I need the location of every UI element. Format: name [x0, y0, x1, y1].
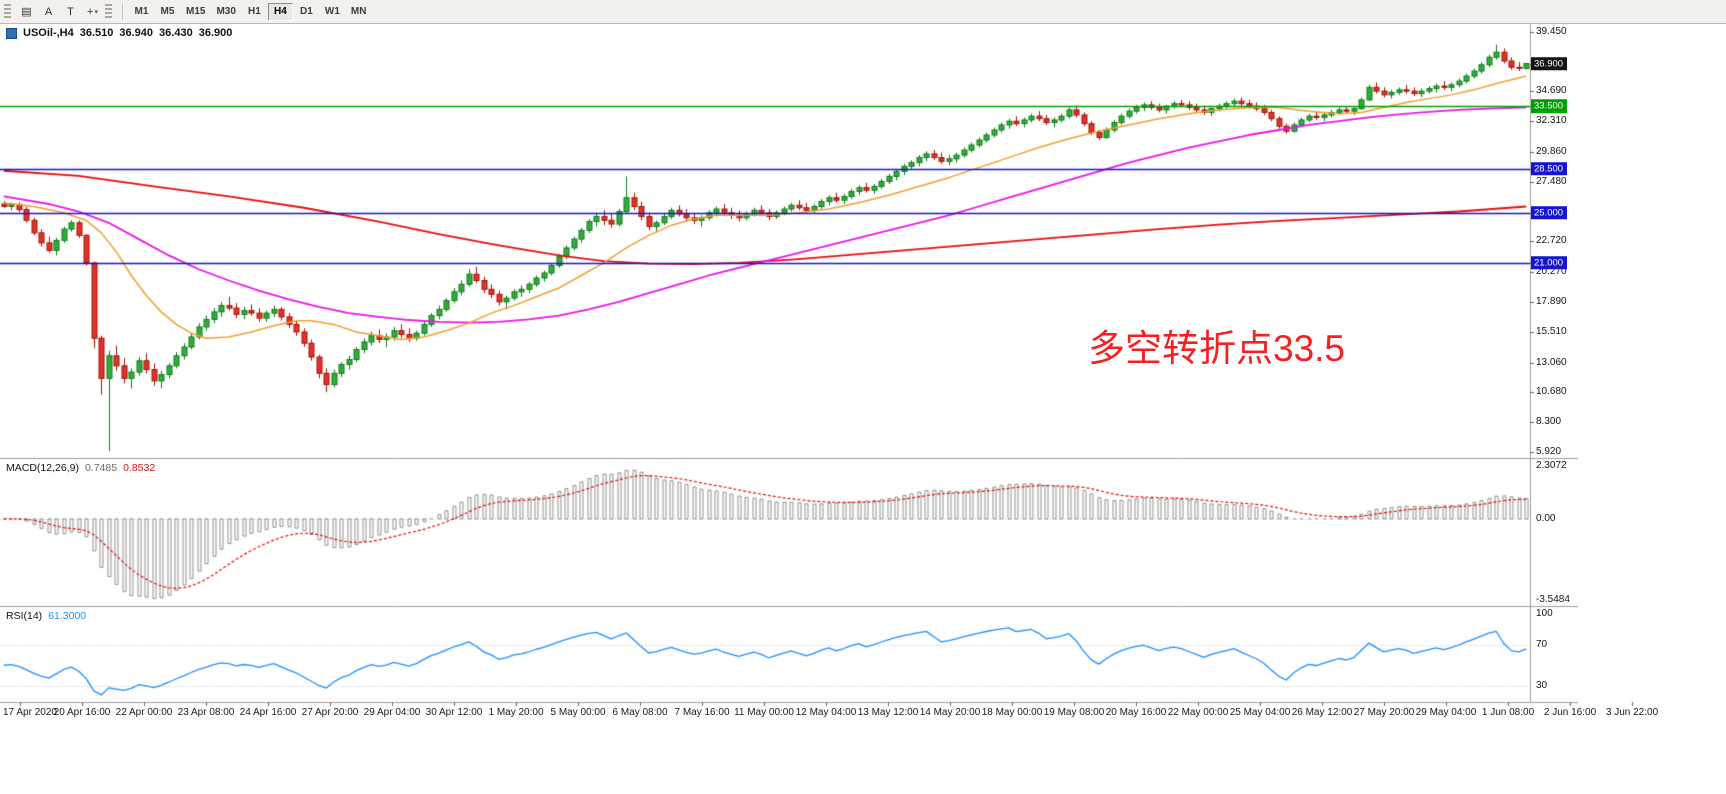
crosshair-tool-dropdown[interactable]: + ▾ [82, 2, 103, 21]
toolbar-grip-2[interactable] [105, 3, 112, 20]
annotations-button[interactable]: A [38, 2, 59, 21]
timeframe-button-M15[interactable]: M15 [181, 3, 210, 21]
macd-signal-value: 0.8532 [123, 462, 156, 474]
toolbar-divider [122, 3, 123, 20]
symbol-period-label: USOil-,H4 [23, 27, 74, 39]
chart-text-annotation[interactable]: 多空转折点33.5 [1088, 328, 1346, 369]
chart-symbol-icon [6, 27, 17, 39]
timeframe-group: M1 M5 M15 M30 H1 H4 D1 W1 MN [129, 2, 372, 21]
close-value: 36.900 [198, 27, 233, 39]
tool-button-group: ▤ A T + ▾ [16, 2, 103, 21]
macd-main-value: 0.7485 [84, 462, 118, 474]
timeframe-button-M30[interactable]: M30 [211, 3, 240, 21]
chart-title-bar: USOil-,H4 36.510 36.940 36.430 36.900 [6, 27, 232, 39]
toolbar-grip[interactable] [4, 3, 11, 20]
timeframe-button-MN[interactable]: MN [346, 3, 372, 21]
timeframe-button-M1[interactable]: M1 [129, 3, 154, 21]
timeframe-button-D1[interactable]: D1 [294, 3, 319, 21]
macd-name: MACD(12,26,9) [6, 462, 79, 474]
chart-view-button[interactable]: ▤ [16, 2, 37, 21]
low-value: 36.430 [159, 27, 193, 39]
macd-indicator-label: MACD(12,26,9) 0.7485 0.8532 [6, 462, 155, 474]
rsi-indicator-label: RSI(14) 61.3000 [6, 610, 86, 622]
timeframe-button-M5[interactable]: M5 [155, 3, 180, 21]
text-tool-button[interactable]: T [60, 2, 81, 21]
rsi-value: 61.3000 [48, 610, 87, 622]
timeframe-button-W1[interactable]: W1 [320, 3, 345, 21]
open-value: 36.510 [79, 27, 114, 39]
timeframe-button-H4[interactable]: H4 [267, 2, 293, 21]
high-value: 36.940 [119, 27, 154, 39]
timeframe-button-H1[interactable]: H1 [242, 3, 267, 21]
rsi-name: RSI(14) [6, 610, 43, 622]
top-toolbar: ▤ A T + ▾ M1 M5 M15 M30 H1 H4 D1 W1 MN [0, 0, 1726, 24]
